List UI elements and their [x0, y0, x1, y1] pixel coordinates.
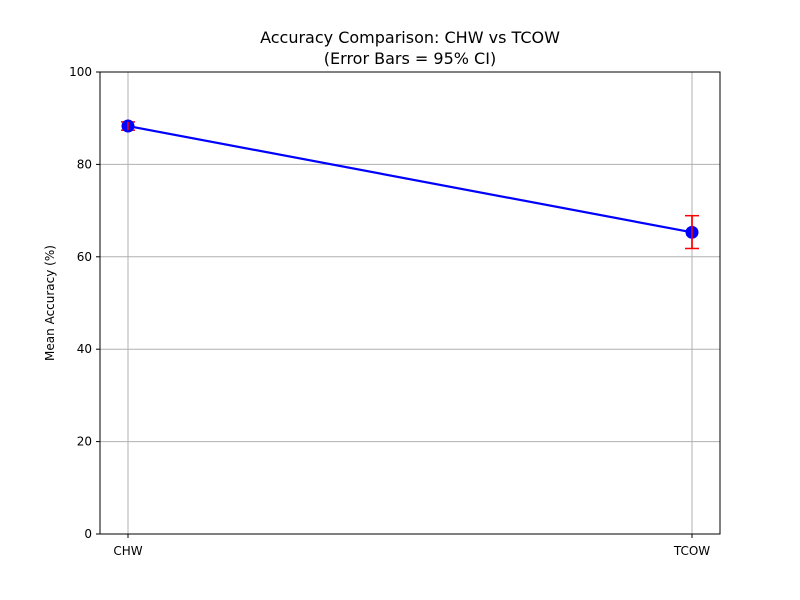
series-layer: [121, 119, 699, 250]
y-axis-label: Mean Accuracy (%): [43, 245, 57, 361]
x-tick-label: CHW: [113, 544, 142, 558]
chart-title: Accuracy Comparison: CHW vs TCOW: [260, 28, 560, 47]
y-tick-label: 40: [77, 342, 92, 356]
y-tick-label: 100: [69, 65, 92, 79]
axis-ticks: 0 20 40 60 80 100 CHW TCOW: [69, 65, 710, 558]
y-tick-label: 20: [77, 435, 92, 449]
chart-subtitle: (Error Bars = 95% CI): [324, 49, 496, 68]
y-tick-label: 80: [77, 157, 92, 171]
y-tick-label: 0: [84, 527, 92, 541]
plot-frame: [99, 71, 721, 535]
series-line: [127, 124, 693, 234]
x-tick-label: TCOW: [673, 544, 710, 558]
y-tick-label: 60: [77, 250, 92, 264]
grid-lines: [100, 72, 720, 534]
